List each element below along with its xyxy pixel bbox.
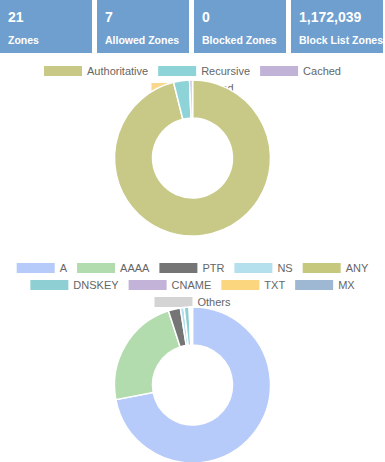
slices	[115, 307, 271, 462]
page: 21 Zones 7 Allowed Zones 0 Blocked Zones 1,172…	[0, 0, 385, 462]
slice	[190, 307, 192, 345]
legend-label: MX	[338, 279, 355, 291]
legend-swatch	[260, 66, 298, 76]
legend-item: ANY	[303, 262, 369, 274]
legend-label: Others	[197, 296, 231, 308]
legend-item: MX	[295, 279, 355, 291]
card-background	[291, 0, 383, 53]
stat-card: 21 Zones	[0, 0, 92, 53]
slices	[114, 80, 270, 236]
donut-chart: AAAAAPTRNSANYDNSKEYCNAMETXTMXOthers	[17, 262, 369, 462]
legend-swatch	[234, 263, 272, 273]
slice	[191, 307, 192, 345]
slice	[192, 80, 194, 118]
slice	[191, 307, 193, 345]
legend: AAAAAPTRNSANYDNSKEYCNAMETXTMXOthers	[17, 262, 369, 308]
card-label: Allowed Zones	[105, 34, 179, 46]
stat-card: 7 Allowed Zones	[97, 0, 189, 53]
legend-swatch	[295, 280, 333, 290]
legend-swatch	[30, 280, 68, 290]
legend-item: NS	[234, 262, 292, 274]
legend-swatch	[129, 280, 167, 290]
card-value: 21	[8, 9, 24, 25]
card-value: 0	[202, 9, 210, 25]
legend-swatch	[303, 263, 341, 273]
legend-label: Cached	[303, 65, 341, 77]
stat-card: 1,172,039 Block List Zones	[291, 0, 383, 53]
legend-item: AAAA	[77, 262, 150, 274]
slice	[190, 80, 193, 118]
stat-cards: 21 Zones 7 Allowed Zones 0 Blocked Zones 1,172…	[0, 0, 383, 53]
legend-swatch	[159, 263, 197, 273]
legend-label: NS	[277, 262, 292, 274]
slice	[174, 80, 191, 119]
legend-item: Authoritative	[44, 65, 148, 77]
legend-swatch	[154, 297, 192, 307]
card-value: 7	[105, 9, 113, 25]
legend-label: CNAME	[172, 279, 212, 291]
legend-item: CNAME	[129, 279, 212, 291]
legend-label: DNSKEY	[73, 279, 119, 291]
slice	[114, 80, 270, 236]
legend-swatch	[221, 280, 259, 290]
legend-label: ANY	[346, 262, 369, 274]
legend-label: Authoritative	[87, 65, 148, 77]
legend-label: TXT	[264, 279, 285, 291]
legend-label: AAAA	[120, 262, 150, 274]
slice	[115, 311, 181, 400]
legend-label: Recursive	[201, 65, 250, 77]
card-background	[97, 0, 189, 53]
legend-item: Others	[154, 296, 231, 308]
card-label: Zones	[8, 34, 39, 46]
legend-item: Recursive	[158, 65, 250, 77]
legend-item: TXT	[221, 279, 285, 291]
legend-swatch	[77, 263, 115, 273]
legend-label: PTR	[202, 262, 224, 274]
card-label: Blocked Zones	[202, 34, 277, 46]
card-background	[194, 0, 286, 53]
legend-item: DNSKEY	[30, 279, 119, 291]
stat-card: 0 Blocked Zones	[194, 0, 286, 53]
dashboard: 21 Zones 7 Allowed Zones 0 Blocked Zones 1,172…	[0, 0, 385, 462]
legend-item: A	[17, 262, 68, 274]
legend-swatch	[17, 263, 55, 273]
card-label: Block List Zones	[299, 34, 383, 46]
legend-swatch	[158, 66, 196, 76]
donut-chart: AuthoritativeRecursiveCachedBlocked	[44, 65, 341, 236]
legend-item: Cached	[260, 65, 341, 77]
legend-swatch	[44, 66, 82, 76]
card-value: 1,172,039	[299, 9, 361, 25]
legend-label: A	[60, 262, 68, 274]
card-background	[0, 0, 92, 53]
slice	[184, 307, 191, 345]
legend-item: PTR	[159, 262, 224, 274]
